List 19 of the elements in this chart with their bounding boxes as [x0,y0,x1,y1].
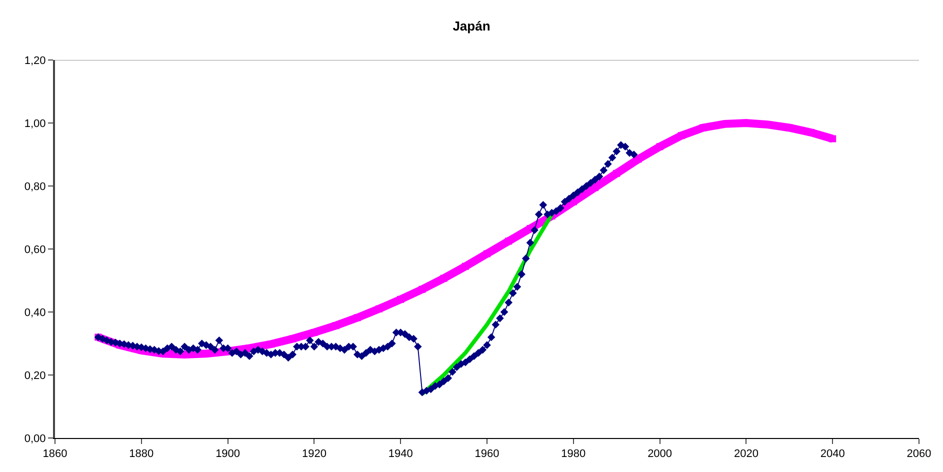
x-tick-label: 1900 [216,448,240,460]
x-tick-label: 1920 [302,448,326,460]
y-tick-label: 1,00 [24,118,46,130]
x-tick-label: 2020 [734,448,758,460]
y-tick-label: 0,60 [24,244,46,256]
y-tick-label: 0,00 [24,432,46,445]
x-tick-label: 2060 [906,448,932,460]
y-tick-label: 0,20 [24,370,46,382]
x-tick-label: 1980 [561,448,586,460]
x-tick-label: 1860 [42,448,68,460]
chart-title: Japán [452,18,490,34]
y-tick-label: 0,40 [24,306,46,319]
x-tick-label: 1940 [388,448,413,460]
x-tick-label: 1880 [129,448,154,460]
x-tick-label: 2040 [820,448,845,460]
x-tick-label: 2000 [648,448,672,460]
y-tick-label: 1,20 [24,54,46,67]
x-tick-label: 1960 [474,448,500,460]
y-tick-label: 0,80 [24,180,46,193]
